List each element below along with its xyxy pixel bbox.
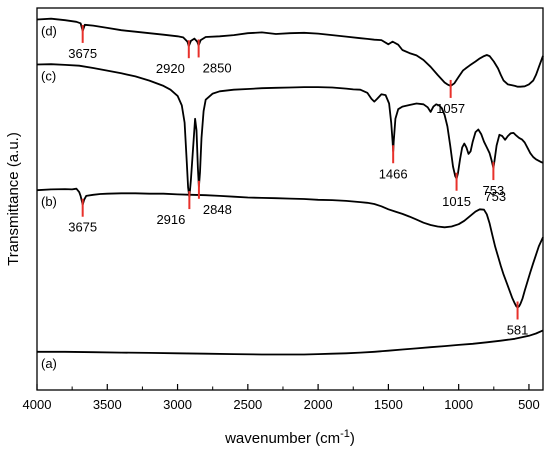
label-group: (d) 3675 2920 2850 1057 (c) 2916 2848 1466 1015 75… (41, 23, 528, 370)
spectrum-line (36, 17, 544, 88)
plot-frame (36, 7, 544, 391)
x-tick-label: 500 (518, 397, 540, 412)
x-axis-title: wavenumber (cm-1) (224, 428, 355, 447)
peak-label: 2916 (156, 212, 185, 227)
series-label: (b) (41, 194, 57, 209)
peak-label: 3675 (68, 46, 97, 61)
spectrum-line (37, 329, 544, 356)
peak-label: 1015 (442, 194, 471, 209)
x-tick-label: 4000 (23, 397, 52, 412)
peak-label: 581 (507, 322, 529, 337)
x-tick-label: 1500 (374, 397, 403, 412)
series-label: (d) (41, 23, 57, 38)
peak-label: 3675 (68, 220, 97, 235)
peak-marker-group (81, 24, 519, 320)
annotation-label: 753 (484, 189, 506, 204)
x-tick-label: 3000 (163, 397, 192, 412)
peak-label: 1057 (436, 101, 465, 116)
x-tick-label: 2000 (304, 397, 333, 412)
x-axis-title-superscript: -1 (340, 428, 350, 440)
peak-label: 1466 (379, 166, 408, 181)
series-label: (a) (41, 356, 57, 371)
series-group (36, 17, 544, 356)
spectrum-line (36, 63, 544, 198)
axes: 4000 3500 3000 2500 2000 1500 1000 500 (23, 7, 544, 412)
peak-label: 2848 (203, 202, 232, 217)
peak-label: 2850 (203, 60, 232, 75)
peak-label: 2920 (156, 61, 185, 76)
peak-label: 753 (483, 183, 505, 198)
spectrum-line (36, 187, 544, 309)
x-axis-title-main: wavenumber (cm (224, 430, 340, 447)
x-tick-label: 3500 (93, 397, 122, 412)
x-tick-label: 2500 (233, 397, 262, 412)
y-axis-title: Transmittance (a.u.) (5, 132, 22, 266)
x-tick-label: 1000 (444, 397, 473, 412)
series-label: (c) (41, 69, 56, 84)
x-axis-title-suffix: ) (350, 430, 355, 447)
